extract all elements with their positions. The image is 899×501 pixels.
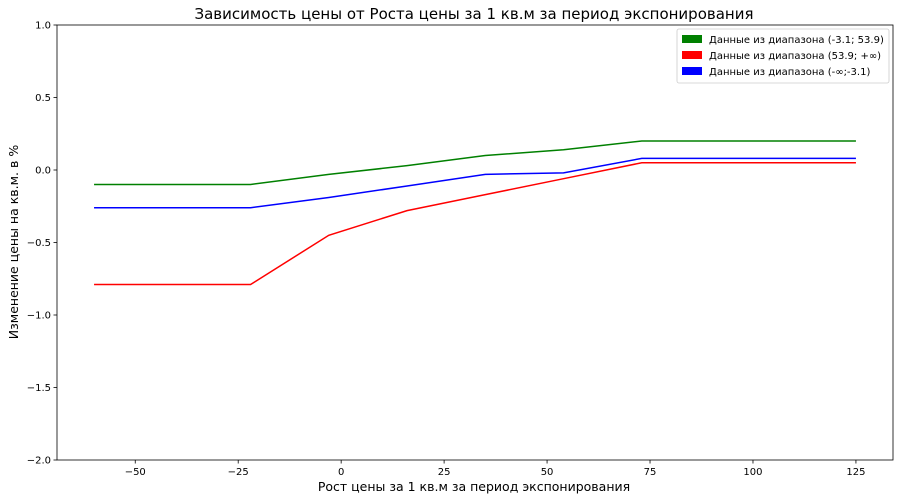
x-tick-label: 75 bbox=[644, 467, 657, 478]
legend-label-0: Данные из диапазона (-3.1; 53.9) bbox=[709, 35, 884, 46]
legend-swatch-0 bbox=[682, 35, 702, 43]
x-tick-label: −50 bbox=[125, 467, 146, 478]
legend: Данные из диапазона (-3.1; 53.9) Данные и… bbox=[676, 28, 890, 84]
legend-swatch-1 bbox=[682, 51, 702, 59]
y-tick-label: −1.0 bbox=[27, 311, 51, 322]
series-line-0 bbox=[94, 140, 856, 186]
y-tick-label: −0.5 bbox=[27, 238, 51, 249]
chart-title: Зависимость цены от Роста цены за 1 кв.м… bbox=[195, 5, 754, 23]
legend-swatch-2 bbox=[682, 67, 702, 75]
series-line-2 bbox=[94, 157, 856, 209]
legend-label-1: Данные из диапазона (53.9; +∞) bbox=[709, 51, 881, 62]
y-tick-label: 0.5 bbox=[35, 93, 51, 104]
x-tick-label: 50 bbox=[541, 467, 554, 478]
x-tick-label: 125 bbox=[846, 467, 865, 478]
x-tick-label: 0 bbox=[338, 467, 344, 478]
y-tick-label: −2.0 bbox=[27, 456, 51, 467]
y-tick-label: 1.0 bbox=[35, 21, 51, 32]
y-tick-label: −1.5 bbox=[27, 383, 51, 394]
series-line-1 bbox=[94, 162, 856, 286]
x-tick-label: −25 bbox=[228, 467, 249, 478]
y-axis-label: Изменение цены на кв.м. в % bbox=[6, 145, 21, 340]
x-axis-label: Рост цены за 1 кв.м за период экспониров… bbox=[318, 479, 630, 494]
x-tick-label: 100 bbox=[743, 467, 762, 478]
y-tick-label: 0.0 bbox=[35, 166, 51, 177]
x-tick-label: 25 bbox=[438, 467, 451, 478]
legend-label-2: Данные из диапазона (-∞;-3.1) bbox=[709, 67, 870, 78]
plot-area: −50 −25 0 25 50 75 100 125 −2.0 −1.5 −1.0 −0.5 0.0 0.… bbox=[27, 21, 894, 478]
legend-box bbox=[676, 28, 890, 84]
